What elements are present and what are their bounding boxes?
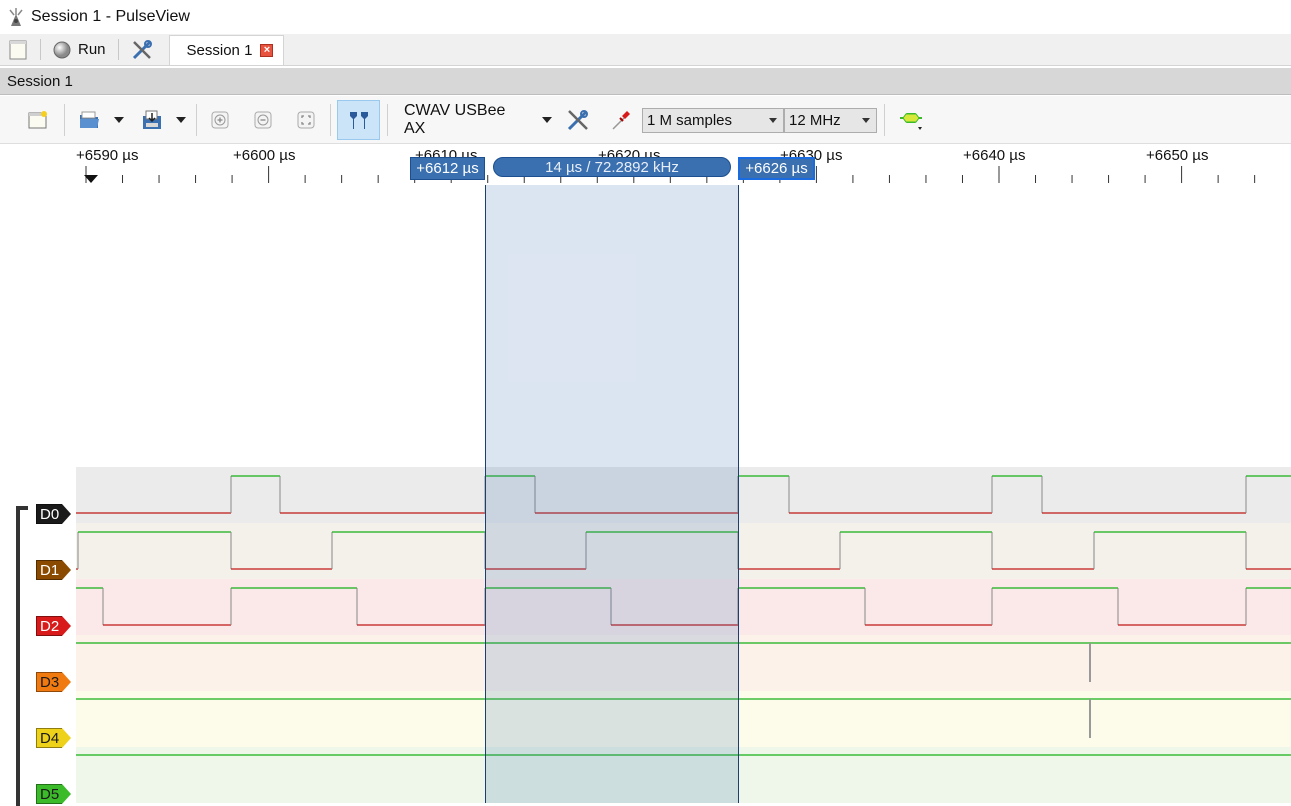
cursor-interval-text: 14 µs / 72.2892 kHz: [545, 158, 679, 176]
device-selector[interactable]: CWAV USBee AX: [398, 100, 530, 140]
channel-label-pointer: [62, 728, 72, 748]
chevron-down-icon: [542, 117, 552, 123]
toolbar-separator: [117, 39, 119, 60]
channel-label-pointer: [62, 504, 72, 524]
cursor-right-time: +6626 µs: [745, 160, 808, 177]
cursor-left-flag[interactable]: +6612 µs: [410, 157, 485, 180]
channel-name: D1: [36, 560, 63, 580]
new-document-icon: [9, 40, 27, 59]
channel-label-d1[interactable]: D1: [36, 560, 72, 580]
device-name: CWAV USBee AX: [404, 102, 506, 137]
channel-name: D0: [36, 504, 63, 524]
decoder-icon: [900, 113, 922, 130]
trace-canvas[interactable]: [76, 185, 1291, 803]
cursor-interval-bar[interactable]: 14 µs / 72.2892 kHz: [493, 157, 731, 177]
channel-row-background: [76, 747, 1291, 803]
chevron-down-icon: [176, 117, 186, 123]
tab-session-1[interactable]: Session 1 ×: [168, 35, 285, 65]
channel-label-pointer: [62, 672, 72, 692]
cursor-left-time: +6612 µs: [416, 160, 479, 177]
session-header: Session 1: [0, 68, 1291, 95]
toolbar-separator: [64, 104, 65, 136]
run-label: Run: [78, 41, 106, 58]
ruler-label: +6640 µs: [963, 147, 1026, 164]
toolbar-separator: [387, 104, 388, 136]
tools-icon: [567, 110, 588, 131]
run-button[interactable]: Run: [45, 34, 114, 65]
channel-label-pointer: [62, 560, 72, 580]
new-view-button[interactable]: [22, 100, 54, 140]
zoom-out-icon: [254, 111, 272, 129]
channel-name: D5: [36, 784, 63, 804]
cursors-icon: [349, 112, 368, 129]
samplerate-value: 12 MHz: [789, 112, 841, 129]
session-toolbar: CWAV USBee AX 1 M samples 12 MHz: [0, 96, 1291, 144]
channel-group-bracket: [16, 506, 28, 806]
pulseview-app-icon: [9, 8, 23, 26]
trigger-marker-icon: [84, 175, 98, 183]
samplerate-select[interactable]: 12 MHz: [784, 108, 877, 133]
close-tab-icon[interactable]: ×: [260, 44, 274, 57]
folder-open-icon: [80, 111, 99, 128]
title-bar: Session 1 - PulseView: [0, 0, 1291, 34]
zoom-fit-icon: [297, 111, 315, 129]
ruler-label: +6600 µs: [233, 147, 296, 164]
save-file-icon: [143, 110, 161, 129]
cursor-selection-region: [485, 185, 738, 803]
toolbar-separator: [40, 39, 41, 60]
open-file-dropdown[interactable]: [108, 100, 130, 140]
tab-session-1-label: Session 1: [186, 42, 253, 59]
save-file-dropdown[interactable]: [170, 100, 192, 140]
channel-label-pointer: [62, 784, 72, 804]
chevron-down-icon: [114, 117, 124, 123]
open-file-button[interactable]: [74, 100, 106, 140]
zoom-out-button[interactable]: [248, 100, 278, 140]
device-config-button[interactable]: [562, 100, 594, 140]
add-decoder-button[interactable]: [892, 100, 930, 140]
channel-label-d0[interactable]: D0: [36, 504, 72, 524]
device-dropdown[interactable]: [536, 100, 558, 140]
toolbar-separator: [196, 104, 197, 136]
channel-label-d2[interactable]: D2: [36, 616, 72, 636]
zoom-fit-button[interactable]: [291, 100, 321, 140]
sample-count-select[interactable]: 1 M samples: [642, 108, 784, 133]
new-view-icon: [28, 111, 47, 129]
zoom-in-icon: [211, 111, 229, 129]
run-indicator-icon: [53, 41, 71, 58]
ruler-label: +6650 µs: [1146, 147, 1209, 164]
channel-row-background: [76, 635, 1291, 691]
show-cursors-button[interactable]: [337, 100, 380, 140]
chevron-down-icon: [769, 118, 777, 123]
probe-icon: [612, 111, 630, 130]
toolbar-separator: [330, 104, 331, 136]
channel-label-d5[interactable]: D5: [36, 784, 72, 804]
channel-name: D4: [36, 728, 63, 748]
new-document-button[interactable]: [0, 34, 36, 65]
session-title: Session 1: [7, 72, 73, 90]
probe-config-button[interactable]: [605, 100, 637, 140]
zoom-in-button[interactable]: [205, 100, 235, 140]
main-tab-bar: Run Session 1 ×: [0, 34, 1291, 66]
channel-name: D2: [36, 616, 63, 636]
trace-view[interactable]: D0 D1 D2 D3 D4 D5: [0, 185, 1291, 806]
toolbar-separator: [884, 104, 885, 136]
window-title: Session 1 - PulseView: [31, 8, 190, 25]
settings-button[interactable]: [123, 34, 161, 65]
channel-label-d3[interactable]: D3: [36, 672, 72, 692]
channel-label-pointer: [62, 616, 72, 636]
cursor-right-flag[interactable]: +6626 µs: [738, 157, 815, 180]
channel-label-d4[interactable]: D4: [36, 728, 72, 748]
save-file-button[interactable]: [136, 100, 168, 140]
tools-icon: [132, 39, 152, 59]
chevron-down-icon: [862, 118, 870, 123]
channel-row-background: [76, 691, 1291, 747]
sample-count-value: 1 M samples: [647, 112, 733, 129]
channel-name: D3: [36, 672, 63, 692]
ruler-label: +6590 µs: [76, 147, 139, 164]
